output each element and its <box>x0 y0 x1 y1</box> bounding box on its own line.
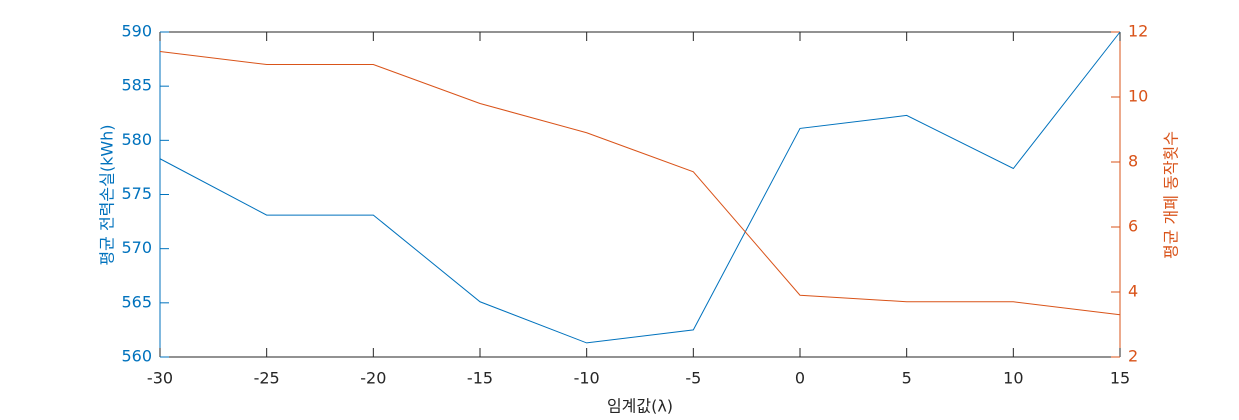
x-tick-label: 15 <box>1110 369 1130 388</box>
y-tick-label: 575 <box>121 184 152 203</box>
y-axis-label: 평균 전력손실(kWh) <box>98 124 117 265</box>
y-tick-label: 580 <box>121 130 152 149</box>
data-line <box>159 31 1121 344</box>
y2-tick-label: 8 <box>1128 152 1138 171</box>
y2-tick-label: 12 <box>1128 22 1148 41</box>
y2-tick-label: 6 <box>1128 217 1138 236</box>
x-tick-label: -10 <box>574 369 600 388</box>
y2-axis-label: 평균 개폐 동작횟수 <box>1162 131 1181 259</box>
x-tick-label: -25 <box>254 369 280 388</box>
y2-tick-label: 4 <box>1128 282 1138 301</box>
y-tick-label: 565 <box>121 292 152 311</box>
x-tick-label: 10 <box>1003 369 1023 388</box>
x-tick-label: -15 <box>467 369 493 388</box>
y-tick-label: 585 <box>121 76 152 95</box>
x-tick-label: -30 <box>147 369 173 388</box>
data-line <box>159 51 1121 316</box>
y-tick-label: 570 <box>121 238 152 257</box>
x-axis-label: 임계값(λ) <box>607 397 673 416</box>
x-tick-label: 5 <box>902 369 912 388</box>
y-tick-label: 560 <box>121 347 152 366</box>
x-tick-label: 0 <box>795 369 805 388</box>
y-tick-label: 590 <box>121 22 152 41</box>
x-tick-label: -20 <box>360 369 386 388</box>
y2-tick-label: 10 <box>1128 87 1148 106</box>
x-tick-label: -5 <box>685 369 701 388</box>
y2-tick-label: 2 <box>1128 347 1138 366</box>
